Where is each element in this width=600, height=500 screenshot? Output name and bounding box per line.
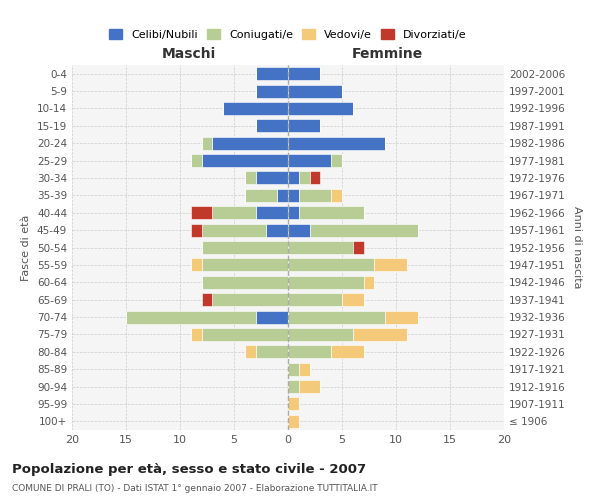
Bar [385,310,418,324]
Bar [331,154,342,167]
Bar [202,258,288,272]
Bar [288,189,299,202]
Bar [288,172,299,184]
Bar [288,84,342,98]
Bar [288,206,299,220]
Bar [288,154,331,167]
Bar [223,102,288,115]
Text: COMUNE DI PRALI (TO) - Dati ISTAT 1° gennaio 2007 - Elaborazione TUTTITALIA.IT: COMUNE DI PRALI (TO) - Dati ISTAT 1° gen… [12,484,377,493]
Bar [342,293,364,306]
Bar [288,380,299,393]
Bar [288,328,353,341]
Bar [374,258,407,272]
Bar [288,120,320,132]
Bar [245,346,256,358]
Bar [288,224,310,236]
Bar [288,310,385,324]
Bar [310,172,320,184]
Bar [288,67,320,80]
Bar [277,189,288,202]
Bar [191,224,202,236]
Bar [288,398,299,410]
Bar [353,328,407,341]
Bar [299,172,310,184]
Bar [212,206,256,220]
Bar [256,67,288,80]
Bar [191,258,202,272]
Bar [202,241,288,254]
Bar [288,102,353,115]
Bar [202,328,288,341]
Bar [245,189,277,202]
Bar [331,346,364,358]
Bar [191,206,212,220]
Bar [299,380,320,393]
Bar [191,154,202,167]
Bar [288,241,353,254]
Bar [126,310,256,324]
Bar [288,258,374,272]
Text: Popolazione per età, sesso e stato civile - 2007: Popolazione per età, sesso e stato civil… [12,462,366,475]
Bar [266,224,288,236]
Y-axis label: Fasce di età: Fasce di età [22,214,31,280]
Bar [353,241,364,254]
Bar [256,84,288,98]
Bar [331,189,342,202]
Bar [288,346,331,358]
Bar [256,310,288,324]
Legend: Celibi/Nubili, Coniugati/e, Vedovi/e, Divorziati/e: Celibi/Nubili, Coniugati/e, Vedovi/e, Di… [107,27,469,42]
Bar [202,276,288,289]
Bar [202,136,212,149]
Bar [202,154,288,167]
Bar [299,206,364,220]
Bar [256,206,288,220]
Bar [245,172,256,184]
Bar [256,172,288,184]
Bar [288,136,385,149]
Y-axis label: Anni di nascita: Anni di nascita [572,206,582,289]
Bar [288,362,299,376]
Bar [191,328,202,341]
Text: Maschi: Maschi [161,48,216,62]
Bar [299,362,310,376]
Bar [212,293,288,306]
Bar [288,276,364,289]
Bar [202,224,266,236]
Bar [364,276,374,289]
Bar [310,224,418,236]
Bar [288,415,299,428]
Bar [256,120,288,132]
Bar [202,293,212,306]
Bar [256,346,288,358]
Bar [288,293,342,306]
Text: Femmine: Femmine [352,48,423,62]
Bar [299,189,331,202]
Bar [212,136,288,149]
